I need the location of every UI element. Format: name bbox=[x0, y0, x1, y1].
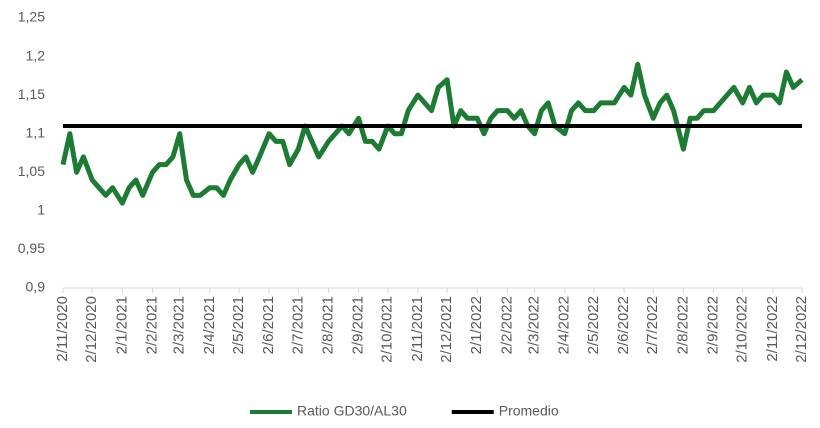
x-tick-label: 2/6/2021 bbox=[260, 296, 277, 354]
x-tick-label: 2/10/2022 bbox=[734, 296, 751, 363]
series-line bbox=[60, 61, 804, 206]
x-tick-label: 2/1/2022 bbox=[468, 296, 485, 354]
x-tick-label: 2/10/2021 bbox=[379, 296, 396, 363]
x-tick-label: 2/11/2020 bbox=[54, 296, 71, 362]
x-tick-label: 2/2/2021 bbox=[143, 296, 160, 354]
x-tick-label: 2/4/2021 bbox=[201, 296, 218, 354]
x-tick-label: 2/12/2022 bbox=[793, 296, 810, 363]
y-tick-label: 1,25 bbox=[18, 9, 45, 25]
x-tick-label: 2/11/2022 bbox=[764, 296, 781, 362]
y-tick-label: 1,05 bbox=[18, 163, 45, 179]
legend-label: Ratio GD30/AL30 bbox=[297, 403, 407, 419]
x-tick-label: 2/11/2021 bbox=[409, 296, 426, 362]
y-tick-label: 1 bbox=[37, 202, 45, 218]
x-tick-label: 2/6/2022 bbox=[615, 296, 632, 354]
x-tick-label: 2/5/2022 bbox=[585, 296, 602, 354]
x-tick-label: 2/12/2020 bbox=[83, 296, 100, 363]
x-tick-label: 2/9/2021 bbox=[350, 296, 367, 354]
y-tick-label: 0,95 bbox=[18, 240, 45, 256]
x-tick-label: 2/9/2022 bbox=[704, 296, 721, 354]
x-tick-label: 2/3/2021 bbox=[171, 296, 188, 354]
x-tick-label: 2/8/2022 bbox=[674, 296, 691, 354]
x-tick-label: 2/2/2022 bbox=[498, 296, 515, 354]
legend-label: Promedio bbox=[499, 403, 559, 419]
y-tick-label: 1,15 bbox=[18, 86, 45, 102]
y-tick-label: 0,9 bbox=[26, 279, 46, 295]
x-tick-label: 2/12/2021 bbox=[438, 296, 455, 363]
x-tick-label: 2/5/2021 bbox=[230, 296, 247, 354]
x-tick-label: 2/4/2022 bbox=[556, 296, 573, 354]
y-tick-label: 1,1 bbox=[26, 124, 46, 140]
y-tick-label: 1,2 bbox=[26, 47, 46, 63]
x-tick-label: 2/7/2021 bbox=[289, 296, 306, 354]
x-tick-label: 2/7/2022 bbox=[644, 296, 661, 354]
x-tick-label: 2/8/2021 bbox=[319, 296, 336, 354]
x-tick-label: 2/1/2021 bbox=[113, 296, 130, 354]
x-tick-label: 2/3/2022 bbox=[526, 296, 543, 354]
